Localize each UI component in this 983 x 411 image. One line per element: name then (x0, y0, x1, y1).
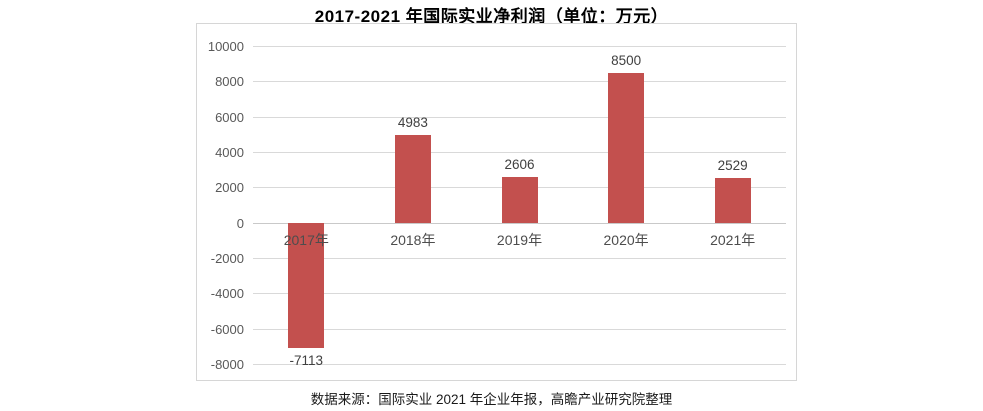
data-value-label: 4983 (397, 114, 428, 130)
y-tick-label: -4000 (210, 286, 244, 302)
bar-2018年 (394, 134, 431, 223)
data-value-label: 2529 (717, 157, 748, 173)
y-tick-label: 8000 (215, 74, 244, 90)
x-category-label: 2019年 (496, 231, 543, 248)
gridline-y--4000 (253, 293, 786, 295)
gridline-y-0 (253, 222, 786, 224)
bar-2021年 (714, 177, 751, 223)
x-category-label: 2018年 (390, 231, 436, 248)
y-tick-label: -8000 (210, 357, 244, 372)
gridline-y--8000 (253, 364, 786, 365)
gridline-y-10000 (253, 46, 786, 47)
y-tick-label: 0 (236, 215, 244, 231)
gridline-y-4000 (253, 152, 786, 153)
data-value-label: 2606 (504, 156, 535, 172)
gridline-y-8000 (253, 81, 786, 83)
x-category-label: 2017年 (283, 231, 329, 248)
y-tick-label: 6000 (215, 109, 244, 125)
bar-2020年 (608, 72, 645, 223)
data-value-label: -7113 (289, 353, 324, 369)
gridline-y--6000 (253, 328, 786, 330)
y-tick-label: -2000 (210, 251, 244, 266)
y-tick-label: 2000 (215, 180, 244, 196)
gridline-y--2000 (253, 258, 786, 259)
y-tick-label: 4000 (215, 145, 244, 160)
data-source-note: 数据来源：国际实业 2021 年企业年报，高瞻产业研究院整理 (310, 392, 673, 407)
y-tick-label: -6000 (210, 321, 244, 337)
x-category-label: 2020年 (603, 231, 649, 248)
chart-plot-frame: 10000 8000 6000 4000 2000 0 -2000 -4000 -6000 -80… (196, 23, 797, 381)
bar-2019年 (501, 176, 538, 223)
y-tick-label: 10000 (207, 39, 244, 54)
chart-title: 2017-2021 年国际实业净利润（单位：万元） (314, 7, 669, 26)
gridline-y-6000 (253, 116, 786, 118)
x-category-label: 2021年 (710, 231, 756, 248)
data-value-label: 8500 (611, 52, 642, 68)
bar-2017年 (288, 222, 325, 349)
